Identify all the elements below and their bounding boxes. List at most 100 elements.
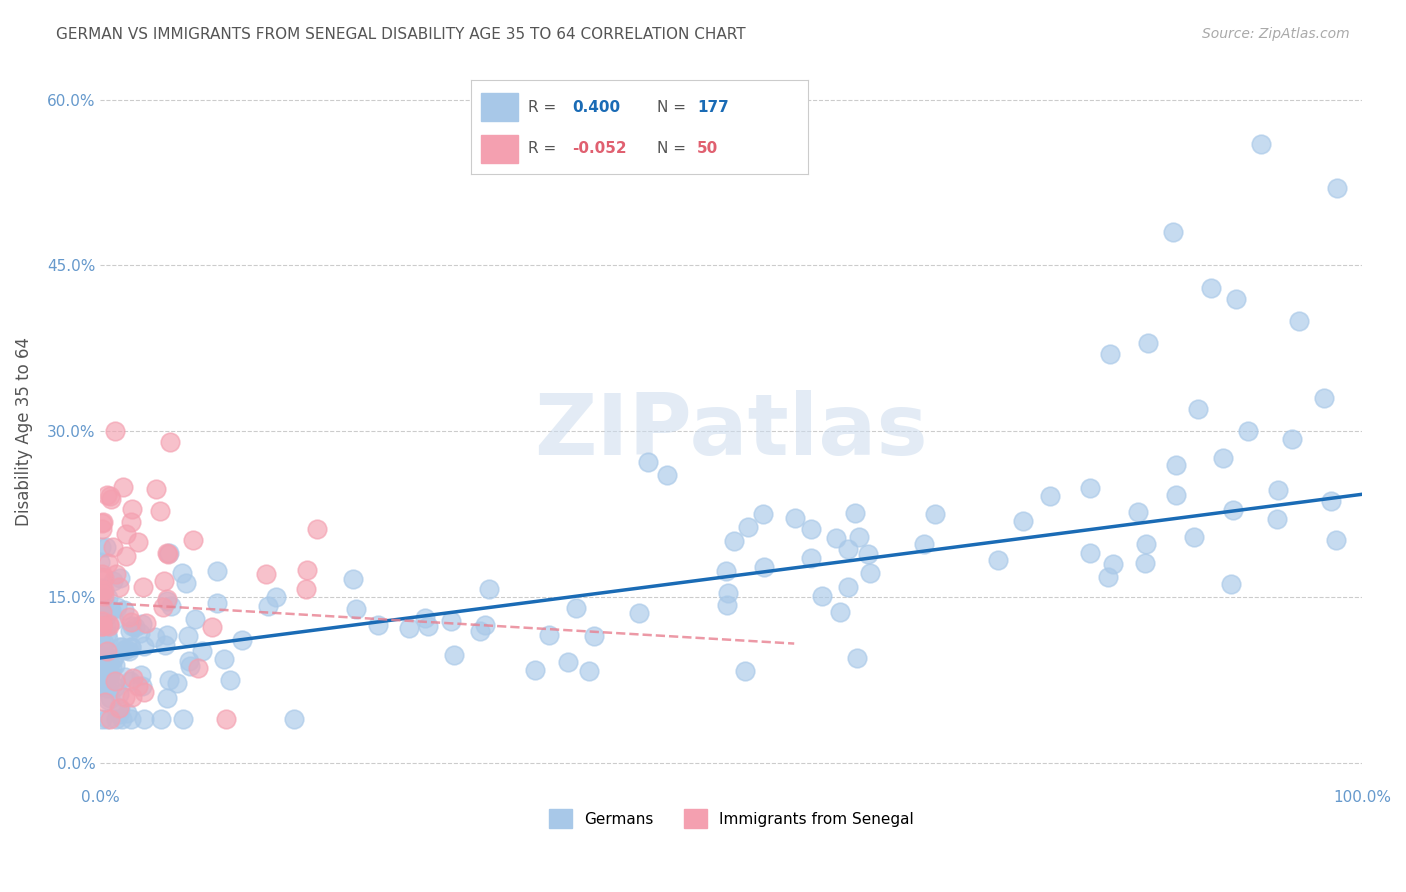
- Point: [1326, 181, 1348, 195]
- Point: [785, 511, 807, 525]
- Point: [212, 652, 235, 666]
- Point: [93, 595, 115, 609]
- Legend: Germans, Immigrants from Senegal: Germans, Immigrants from Senegal: [543, 803, 920, 834]
- Point: [97, 693, 120, 707]
- Point: [90, 678, 112, 692]
- Point: [98, 678, 121, 692]
- Point: [97, 591, 120, 606]
- Point: [174, 575, 197, 590]
- Point: [440, 615, 463, 629]
- Point: [96, 627, 118, 641]
- Point: [1128, 505, 1150, 519]
- Point: [1136, 335, 1159, 350]
- Point: [254, 566, 277, 581]
- Point: [1098, 347, 1121, 361]
- Point: [93, 582, 115, 597]
- Point: [150, 712, 173, 726]
- Point: [135, 615, 157, 630]
- Point: [1182, 530, 1205, 544]
- Point: [96, 609, 118, 624]
- Point: [90, 566, 112, 581]
- Point: [111, 712, 134, 726]
- Point: [107, 580, 129, 594]
- Point: [127, 679, 149, 693]
- Point: [104, 424, 127, 438]
- Point: [176, 629, 198, 643]
- Point: [1199, 280, 1222, 294]
- Point: [89, 664, 111, 678]
- Point: [96, 681, 118, 696]
- Point: [89, 555, 111, 569]
- Point: [131, 616, 153, 631]
- Point: [96, 712, 118, 726]
- Point: [1097, 570, 1119, 584]
- Point: [104, 680, 127, 694]
- Point: [101, 540, 124, 554]
- Point: [468, 624, 491, 638]
- Point: [94, 607, 117, 621]
- Point: [89, 599, 111, 613]
- Point: [115, 526, 138, 541]
- Point: [91, 658, 114, 673]
- Point: [98, 619, 121, 633]
- Point: [1281, 433, 1303, 447]
- Point: [215, 712, 238, 726]
- Point: [97, 557, 120, 571]
- Text: -0.052: -0.052: [572, 141, 627, 156]
- Point: [844, 506, 866, 520]
- Point: [1250, 136, 1272, 151]
- Point: [1012, 515, 1035, 529]
- Point: [115, 706, 138, 720]
- Point: [181, 533, 204, 548]
- Point: [582, 629, 605, 643]
- Point: [1039, 490, 1062, 504]
- Point: [90, 570, 112, 584]
- Point: [256, 599, 278, 613]
- Point: [98, 668, 121, 682]
- Point: [264, 591, 287, 605]
- Point: [413, 611, 436, 625]
- Point: [1133, 556, 1156, 570]
- Point: [155, 638, 177, 652]
- Point: [90, 614, 112, 628]
- Point: [90, 669, 112, 683]
- Point: [93, 590, 115, 604]
- Point: [1187, 402, 1209, 417]
- Point: [114, 670, 136, 684]
- Point: [100, 491, 122, 506]
- Point: [145, 482, 167, 496]
- Point: [103, 614, 125, 628]
- Point: [723, 533, 745, 548]
- Point: [90, 660, 112, 674]
- Point: [187, 660, 209, 674]
- Point: [283, 712, 305, 726]
- Point: [94, 619, 117, 633]
- Point: [912, 537, 935, 551]
- Point: [104, 657, 127, 672]
- Point: [828, 605, 851, 619]
- Point: [143, 630, 166, 644]
- Point: [98, 665, 121, 680]
- Point: [90, 648, 112, 663]
- Point: [218, 673, 240, 687]
- Text: GERMAN VS IMMIGRANTS FROM SENEGAL DISABILITY AGE 35 TO 64 CORRELATION CHART: GERMAN VS IMMIGRANTS FROM SENEGAL DISABI…: [56, 27, 745, 42]
- Point: [104, 673, 127, 688]
- Point: [231, 633, 253, 648]
- Point: [98, 603, 121, 617]
- Point: [344, 601, 367, 615]
- Point: [98, 489, 121, 503]
- Point: [90, 587, 112, 601]
- Point: [101, 574, 124, 588]
- Text: R =: R =: [529, 100, 557, 115]
- Point: [1164, 458, 1187, 473]
- Point: [160, 599, 183, 613]
- Point: [825, 531, 848, 545]
- Point: [856, 547, 879, 561]
- Point: [112, 603, 135, 617]
- Point: [89, 541, 111, 555]
- Point: [98, 712, 121, 726]
- Point: [1222, 503, 1244, 517]
- Point: [108, 706, 131, 721]
- Point: [118, 610, 141, 624]
- Point: [93, 661, 115, 675]
